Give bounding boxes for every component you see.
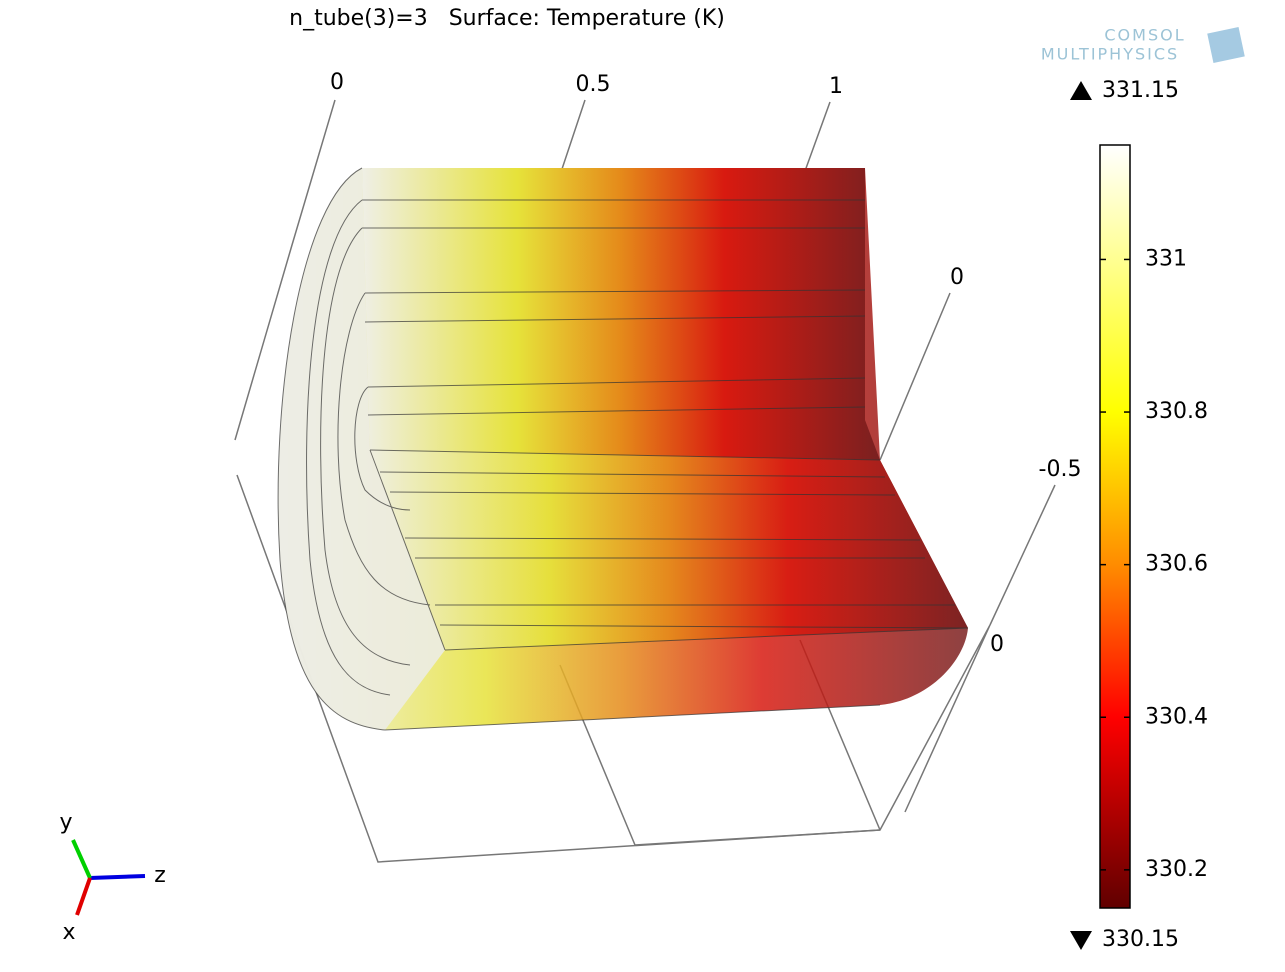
color-bar-tick-label: 330.8 <box>1145 399 1208 424</box>
axis-tick-label: 0.5 <box>576 72 611 97</box>
triad-label: z <box>154 863 166 888</box>
triad-label: y <box>59 810 72 835</box>
axis-tick-label: -0.5 <box>1039 457 1082 482</box>
color-bar <box>1099 144 1131 909</box>
color-bar-min: 330.15 <box>1102 927 1179 952</box>
plot-title: n_tube(3)=3 Surface: Temperature (K) <box>289 6 725 31</box>
axis-tick-label: 0 <box>950 265 964 290</box>
color-bar-tick-label: 330.4 <box>1145 704 1208 729</box>
logo-text: COMSOL <box>1104 26 1185 45</box>
axis-tick-label: 0 <box>990 632 1004 657</box>
color-bar-tick-label: 331 <box>1145 246 1187 271</box>
color-bar-max: 331.15 <box>1102 78 1179 103</box>
triad-label: x <box>62 920 75 945</box>
min-marker <box>1070 931 1092 950</box>
triad: y z x <box>59 810 165 945</box>
logo-text: MULTIPHYSICS <box>1041 45 1179 64</box>
axis-tick-label: 1 <box>829 74 843 99</box>
geometry <box>277 167 969 731</box>
max-marker <box>1070 81 1092 100</box>
color-bar-tick-label: 330.2 <box>1145 857 1208 882</box>
logo-cube <box>1207 27 1245 63</box>
color-bar-tick-label: 330.6 <box>1145 552 1208 577</box>
bounding-box <box>234 99 1056 863</box>
axis-tick-label: 0 <box>330 70 344 95</box>
